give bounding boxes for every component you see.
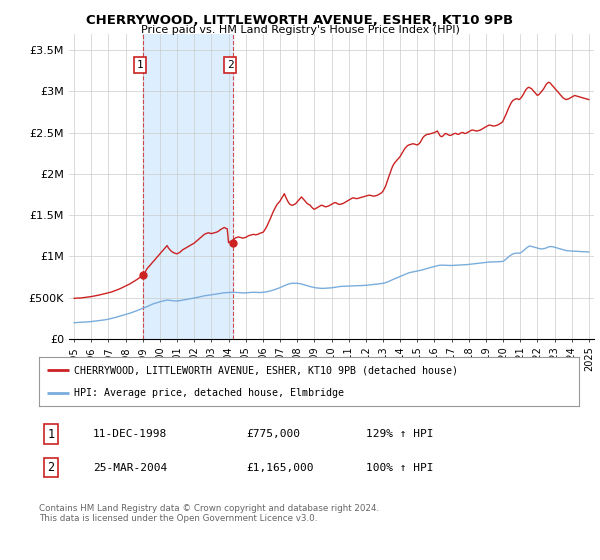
Text: 1: 1 xyxy=(137,60,143,70)
Text: 1: 1 xyxy=(47,427,55,441)
Text: HPI: Average price, detached house, Elmbridge: HPI: Average price, detached house, Elmb… xyxy=(74,388,344,398)
Text: 129% ↑ HPI: 129% ↑ HPI xyxy=(366,429,433,439)
Text: 11-DEC-1998: 11-DEC-1998 xyxy=(93,429,167,439)
Text: £1,165,000: £1,165,000 xyxy=(246,463,314,473)
Text: 2: 2 xyxy=(227,60,233,70)
Text: 2: 2 xyxy=(47,461,55,474)
Text: CHERRYWOOD, LITTLEWORTH AVENUE, ESHER, KT10 9PB (detached house): CHERRYWOOD, LITTLEWORTH AVENUE, ESHER, K… xyxy=(74,365,458,375)
Text: CHERRYWOOD, LITTLEWORTH AVENUE, ESHER, KT10 9PB: CHERRYWOOD, LITTLEWORTH AVENUE, ESHER, K… xyxy=(86,14,514,27)
Text: Price paid vs. HM Land Registry's House Price Index (HPI): Price paid vs. HM Land Registry's House … xyxy=(140,25,460,35)
Text: Contains HM Land Registry data © Crown copyright and database right 2024.
This d: Contains HM Land Registry data © Crown c… xyxy=(39,504,379,524)
Text: 25-MAR-2004: 25-MAR-2004 xyxy=(93,463,167,473)
Text: £775,000: £775,000 xyxy=(246,429,300,439)
Text: 100% ↑ HPI: 100% ↑ HPI xyxy=(366,463,433,473)
Bar xyxy=(143,34,233,339)
